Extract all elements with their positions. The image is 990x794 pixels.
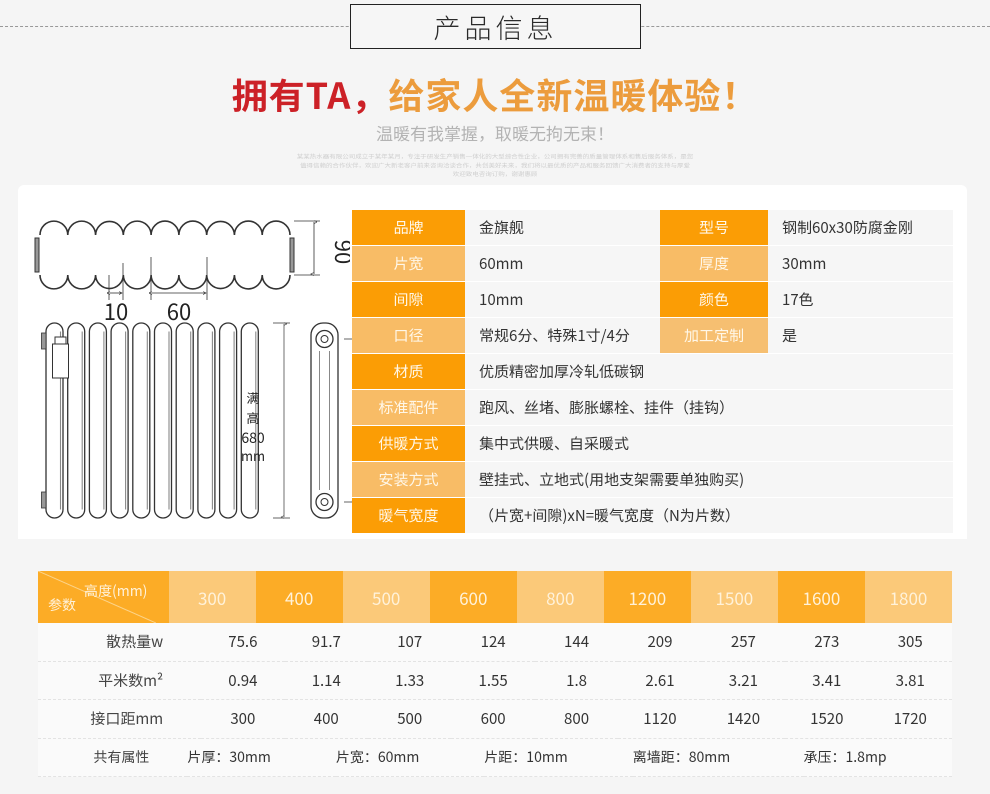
svg-text:90: 90 bbox=[328, 240, 350, 264]
svg-text:680: 680 bbox=[241, 428, 265, 448]
svg-text:满: 满 bbox=[246, 388, 259, 407]
svg-text:高: 高 bbox=[246, 408, 259, 427]
svg-text:mm: mm bbox=[241, 446, 265, 465]
